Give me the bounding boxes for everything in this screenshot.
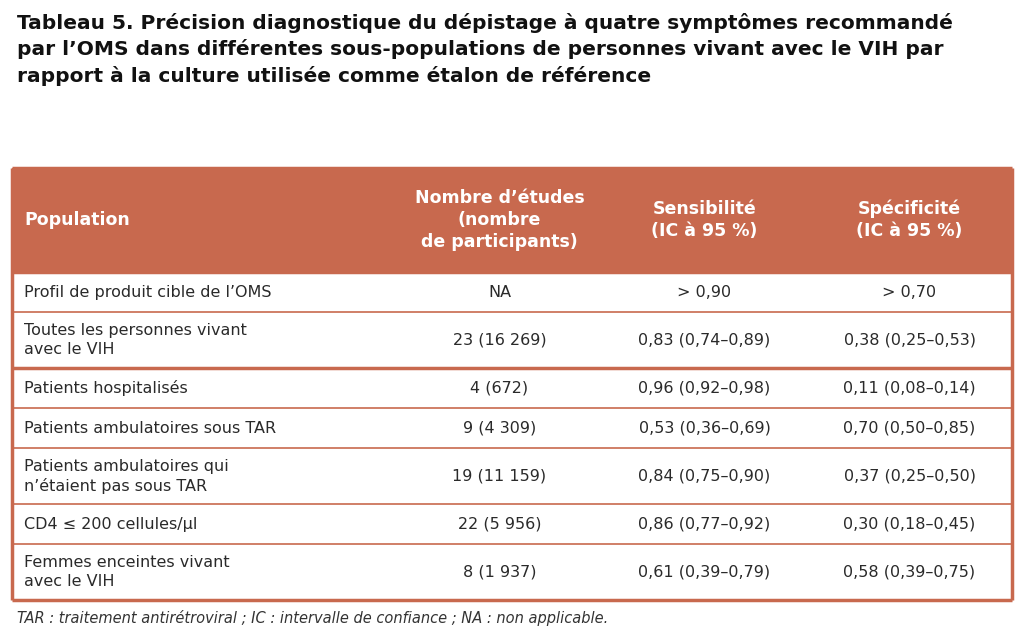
Text: 0,30 (0,18–0,45): 0,30 (0,18–0,45) — [844, 517, 976, 531]
Text: 0,83 (0,74–0,89): 0,83 (0,74–0,89) — [638, 333, 771, 347]
Text: 23 (16 269): 23 (16 269) — [453, 333, 547, 347]
Text: 19 (11 159): 19 (11 159) — [453, 469, 547, 484]
Text: 0,53 (0,36–0,69): 0,53 (0,36–0,69) — [639, 421, 770, 436]
Text: NA: NA — [488, 284, 511, 300]
Text: Tableau 5. Précision diagnostique du dépistage à quatre symptômes recommandé
par: Tableau 5. Précision diagnostique du dép… — [17, 13, 953, 86]
Text: 8 (1 937): 8 (1 937) — [463, 565, 537, 580]
Text: Population: Population — [24, 211, 130, 229]
Text: Patients hospitalisés: Patients hospitalisés — [24, 380, 187, 396]
Text: 0,37 (0,25–0,50): 0,37 (0,25–0,50) — [844, 469, 976, 484]
Text: Patients ambulatoires qui
n’étaient pas sous TAR: Patients ambulatoires qui n’étaient pas … — [24, 458, 228, 493]
Text: 0,84 (0,75–0,90): 0,84 (0,75–0,90) — [638, 469, 771, 484]
Text: 0,38 (0,25–0,53): 0,38 (0,25–0,53) — [844, 333, 976, 347]
Text: 0,58 (0,39–0,75): 0,58 (0,39–0,75) — [844, 565, 976, 580]
Text: Toutes les personnes vivant
avec le VIH: Toutes les personnes vivant avec le VIH — [24, 323, 247, 357]
Text: > 0,90: > 0,90 — [678, 284, 731, 300]
Text: 0,61 (0,39–0,79): 0,61 (0,39–0,79) — [638, 565, 771, 580]
Text: Patients ambulatoires sous TAR: Patients ambulatoires sous TAR — [24, 421, 276, 436]
Text: 0,11 (0,08–0,14): 0,11 (0,08–0,14) — [843, 380, 976, 396]
Text: Nombre d’études
(nombre
de participants): Nombre d’études (nombre de participants) — [415, 189, 585, 251]
Text: TAR : traitement antirétroviral ; IC : intervalle de confiance ; NA : non applic: TAR : traitement antirétroviral ; IC : i… — [17, 610, 608, 626]
Text: 0,70 (0,50–0,85): 0,70 (0,50–0,85) — [844, 421, 976, 436]
Text: 22 (5 956): 22 (5 956) — [458, 517, 542, 531]
Text: 4 (672): 4 (672) — [470, 380, 528, 396]
Text: 9 (4 309): 9 (4 309) — [463, 421, 537, 436]
Bar — [12, 168, 1012, 272]
Text: Sensibilité
(IC à 95 %): Sensibilité (IC à 95 %) — [651, 200, 758, 240]
Text: CD4 ≤ 200 cellules/µl: CD4 ≤ 200 cellules/µl — [24, 517, 198, 531]
Text: > 0,70: > 0,70 — [883, 284, 937, 300]
Text: Spécificité
(IC à 95 %): Spécificité (IC à 95 %) — [856, 199, 963, 241]
Text: 0,96 (0,92–0,98): 0,96 (0,92–0,98) — [638, 380, 771, 396]
Text: 0,86 (0,77–0,92): 0,86 (0,77–0,92) — [638, 517, 771, 531]
Text: Femmes enceintes vivant
avec le VIH: Femmes enceintes vivant avec le VIH — [24, 556, 229, 589]
Text: Profil de produit cible de l’OMS: Profil de produit cible de l’OMS — [24, 284, 271, 300]
